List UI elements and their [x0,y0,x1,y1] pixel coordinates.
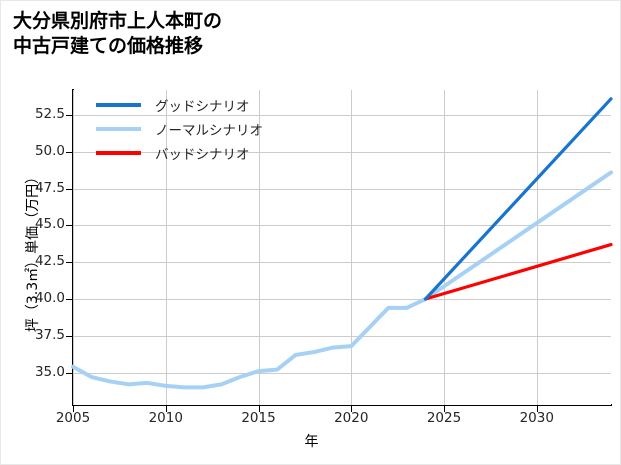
x-tick-label: 2030 [519,410,554,426]
series-line [71,170,613,390]
page-title: 大分県別府市上人本町の 中古戸建ての価格推移 [13,10,223,58]
legend-item-label: バッドシナリオ [155,147,250,163]
x-tick-label: 2010 [148,410,183,426]
gridline-horizontal [73,299,611,301]
x-tick-label: 2025 [426,410,462,426]
x-axis-title: 年 [304,434,319,450]
legend-item-label: グッドシナリオ [155,99,250,115]
plot-area [71,90,613,405]
gridline-horizontal [73,151,611,153]
x-tick-mark [258,406,260,412]
legend-item[interactable]: ノーマルシナリオ [96,117,311,141]
legend-color-swatch [96,103,141,107]
gridline-horizontal [73,115,611,117]
x-tick-mark [536,406,538,412]
legend-item-label: ノーマルシナリオ [155,123,263,139]
gridline-horizontal [73,372,611,374]
series-lines [71,97,613,390]
x-tick-mark [351,406,353,412]
legend-item[interactable]: バッドシナリオ [96,141,311,165]
x-tick-mark [444,406,446,412]
series-line [423,242,613,301]
x-tick-mark [165,406,167,412]
legend-color-swatch [96,127,141,131]
x-tick-label: 2005 [55,410,91,426]
gridline-horizontal [73,188,611,190]
gridline-vertical [536,90,538,405]
legend-item[interactable]: グッドシナリオ [96,93,311,117]
chart-legend: グッドシナリオ ノーマルシナリオ バッドシナリオ [96,93,311,165]
x-tick-mark [73,406,74,412]
gridline-horizontal [73,262,611,264]
gridline-vertical [258,90,260,405]
gridline-vertical [351,90,353,405]
series-line [423,97,613,301]
x-axis-spine [72,404,612,406]
gridline-vertical [165,90,167,405]
gridline-vertical [444,90,446,405]
x-tick-label: 2020 [334,410,369,426]
gridline-horizontal [73,225,611,227]
legend-color-swatch [96,151,141,155]
x-tick-label: 2015 [241,410,276,426]
gridline-vertical [73,90,74,405]
y-axis-title: 坪（3.3㎡）単価（万円） [25,169,41,333]
gridline-horizontal [73,335,611,337]
